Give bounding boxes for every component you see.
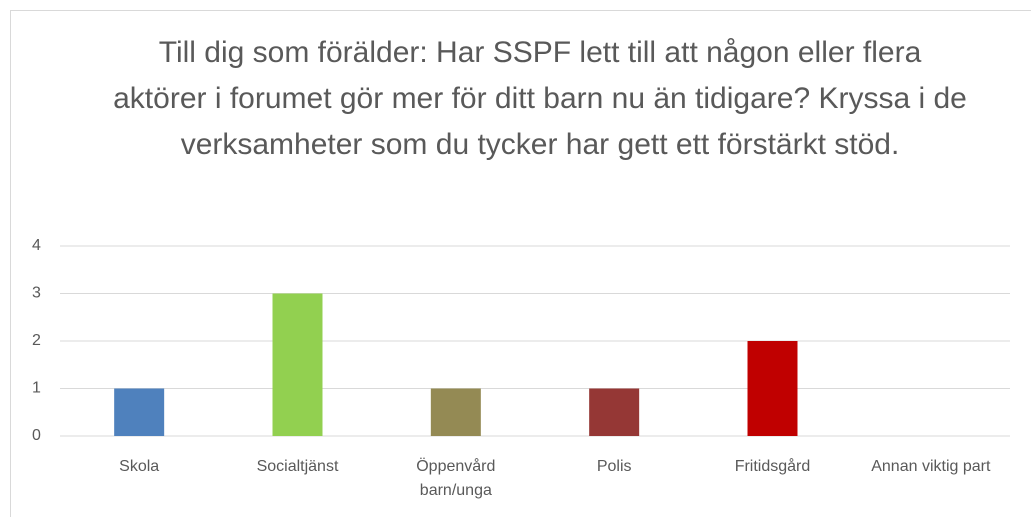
bar [114, 388, 165, 436]
x-tick-label: Annan viktig part [871, 458, 991, 475]
bar [272, 293, 323, 436]
x-tick-label: Polis [596, 458, 632, 475]
x-tick-label: Fritidsgård [734, 458, 811, 475]
chart-frame [10, 10, 1031, 517]
x-tick-label: Skola [119, 458, 160, 475]
chart-title: Till dig som förälder: Har SSPF lett til… [113, 36, 967, 161]
y-tick-label: 0 [32, 427, 41, 444]
x-tick-label: Öppenvård barn/unga [416, 458, 496, 499]
bar [589, 388, 640, 436]
y-tick-label: 1 [32, 380, 41, 397]
y-tick-label: 2 [32, 332, 41, 349]
y-tick-label: 3 [32, 285, 41, 302]
y-tick-label: 4 [32, 237, 41, 254]
bar [430, 388, 481, 436]
bar [747, 341, 798, 436]
x-tick-label: Socialtjänst [256, 458, 339, 475]
